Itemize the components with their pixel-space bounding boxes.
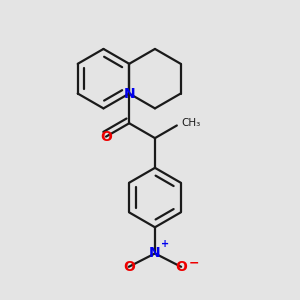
Text: O: O bbox=[100, 130, 112, 144]
Text: N: N bbox=[123, 86, 135, 100]
Text: O: O bbox=[123, 260, 135, 274]
Text: N: N bbox=[149, 246, 161, 260]
Text: +: + bbox=[161, 238, 169, 248]
Text: O: O bbox=[175, 260, 187, 274]
Text: −: − bbox=[189, 256, 199, 269]
Text: CH₃: CH₃ bbox=[182, 118, 201, 128]
